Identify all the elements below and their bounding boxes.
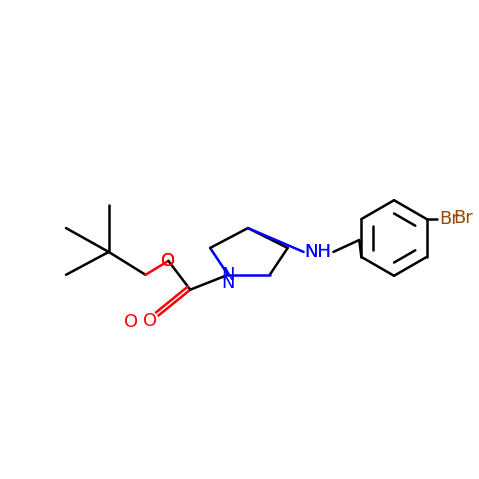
Text: N: N	[221, 266, 235, 284]
Text: NH: NH	[304, 243, 331, 261]
Text: O: O	[124, 312, 137, 331]
Text: Br: Br	[440, 210, 459, 228]
Text: NH: NH	[304, 243, 331, 261]
Text: O: O	[143, 311, 158, 330]
Text: O: O	[161, 252, 175, 270]
Text: O: O	[161, 252, 175, 270]
Text: N: N	[221, 274, 235, 292]
Text: Br: Br	[454, 209, 473, 227]
